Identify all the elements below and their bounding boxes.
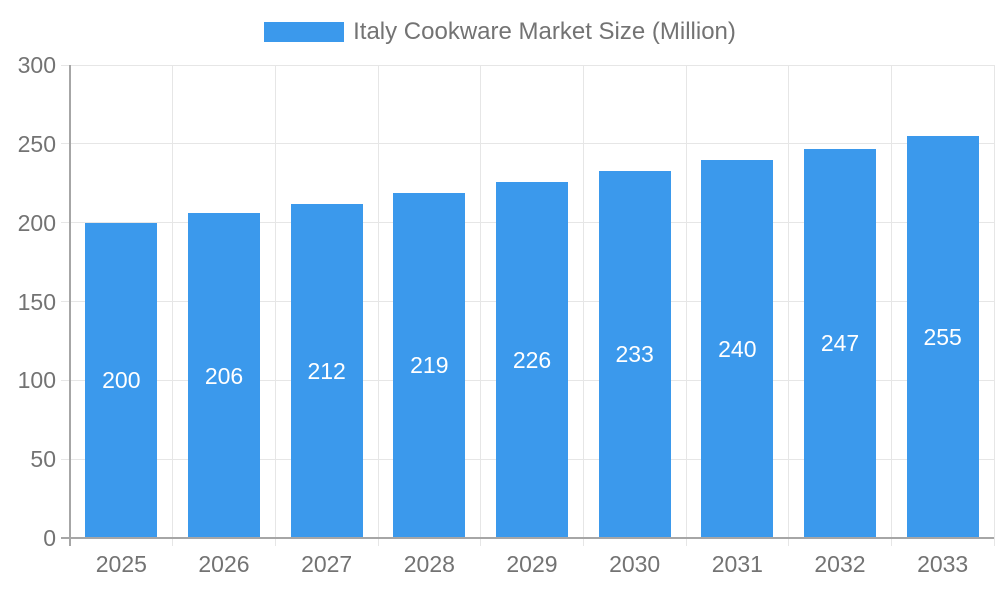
gridline-vertical [274,65,276,538]
legend-swatch-icon [264,22,345,42]
gridline-vertical [172,65,174,538]
x-axis-tick [480,538,482,546]
x-axis-tick-label: 2026 [198,551,250,577]
bar-2026 [188,213,260,538]
x-axis-tick [274,538,276,546]
y-axis-line [69,65,71,546]
x-axis-tick [993,538,995,546]
x-axis-tick [890,538,892,546]
y-axis-tick-label: 300 [17,52,56,78]
x-axis-tick [172,538,174,546]
y-axis-tick-label: 250 [17,130,56,157]
gridline-vertical [377,65,379,538]
bar-2029 [496,181,568,538]
x-axis-tick-label: 2029 [506,551,558,577]
legend: Italy Cookware Market Size (Million) [0,18,1000,46]
x-axis-tick-label: 2027 [301,551,353,577]
x-axis-tick [685,538,687,546]
bar-2031 [701,159,774,538]
y-axis-tick-label: 200 [17,209,56,236]
x-axis-tick [377,538,379,546]
x-axis-tick [788,538,790,546]
gridline-horizontal [61,143,994,145]
bar-2027 [290,203,363,538]
x-axis-tick-label: 2032 [814,551,866,577]
y-axis-tick-label: 100 [17,367,56,394]
legend-item[interactable]: Italy Cookware Market Size (Million) [264,18,736,46]
x-axis-line [61,537,994,539]
x-axis-tick-label: 2031 [711,551,763,577]
gridline-horizontal [61,64,994,66]
bar-2030 [598,170,671,538]
bar-2028 [393,192,466,538]
legend-label: Italy Cookware Market Size (Million) [353,18,736,45]
y-axis-tick-label: 0 [43,525,56,551]
x-axis-tick-label: 2025 [95,551,147,577]
gridline-vertical [993,65,995,538]
gridline-vertical [890,65,892,538]
gridline-vertical [685,65,687,538]
bar-2025 [85,222,158,538]
bar-2033 [906,135,979,538]
x-axis-tick [582,538,584,546]
y-axis-tick-label: 50 [30,446,56,473]
x-axis-tick-label: 2028 [403,551,455,577]
x-axis-tick-label: 2030 [609,551,661,577]
x-axis-tick-label: 2033 [917,551,969,577]
gridline-vertical [582,65,584,538]
gridline-vertical [788,65,790,538]
gridline-vertical [480,65,482,538]
y-axis-tick-label: 150 [17,288,56,315]
bar-2032 [804,148,876,538]
